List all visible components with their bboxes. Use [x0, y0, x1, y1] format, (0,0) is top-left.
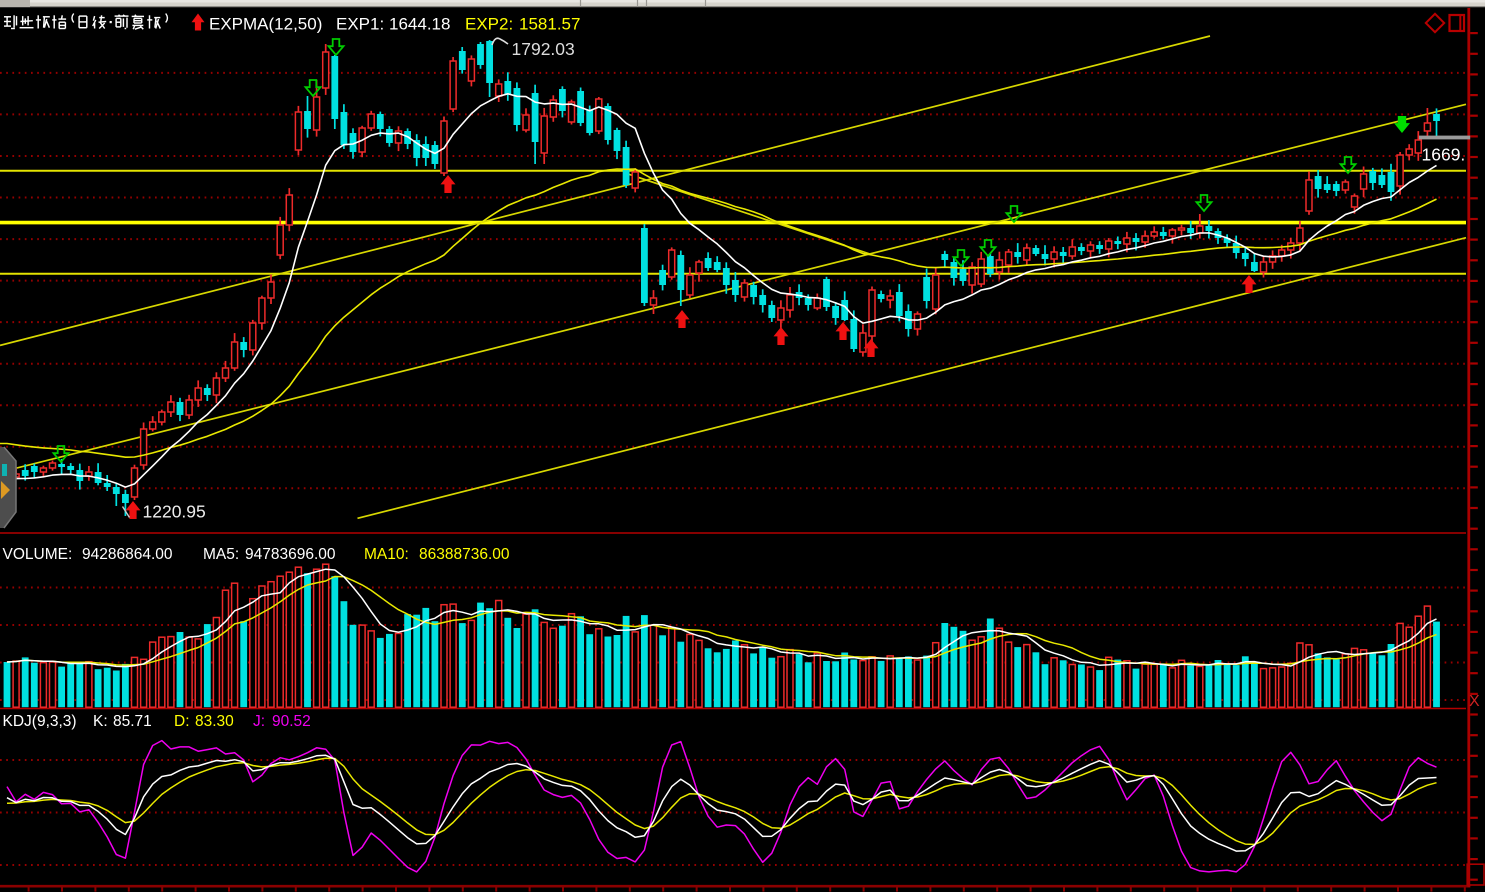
svg-text:94286864.00: 94286864.00: [82, 546, 173, 563]
svg-text:EXP2:: EXP2:: [465, 15, 513, 34]
svg-text:MA10:: MA10:: [364, 546, 409, 563]
svg-text:VOLUME:: VOLUME:: [3, 546, 73, 563]
svg-text:KDJ(9,3,3): KDJ(9,3,3): [3, 713, 77, 730]
svg-text:83.30: 83.30: [195, 713, 234, 730]
svg-text:1669.: 1669.: [1422, 145, 1466, 165]
svg-text:1581.57: 1581.57: [519, 15, 580, 34]
svg-text:X: X: [1469, 693, 1480, 710]
svg-text:MA5:: MA5:: [203, 546, 239, 563]
svg-text:K:: K:: [93, 713, 108, 730]
svg-text:90.52: 90.52: [272, 713, 311, 730]
svg-text:94783696.00: 94783696.00: [245, 546, 336, 563]
svg-text:1644.18: 1644.18: [389, 15, 450, 34]
svg-text:J:: J:: [253, 713, 265, 730]
svg-text:D:: D:: [174, 713, 190, 730]
svg-text:EXPMA(12,50): EXPMA(12,50): [209, 15, 322, 34]
svg-text:EXP1:: EXP1:: [336, 15, 384, 34]
svg-text:85.71: 85.71: [113, 713, 152, 730]
svg-text:86388736.00: 86388736.00: [419, 546, 510, 563]
svg-text:1220.95: 1220.95: [143, 502, 206, 522]
svg-text:1792.03: 1792.03: [512, 39, 575, 59]
